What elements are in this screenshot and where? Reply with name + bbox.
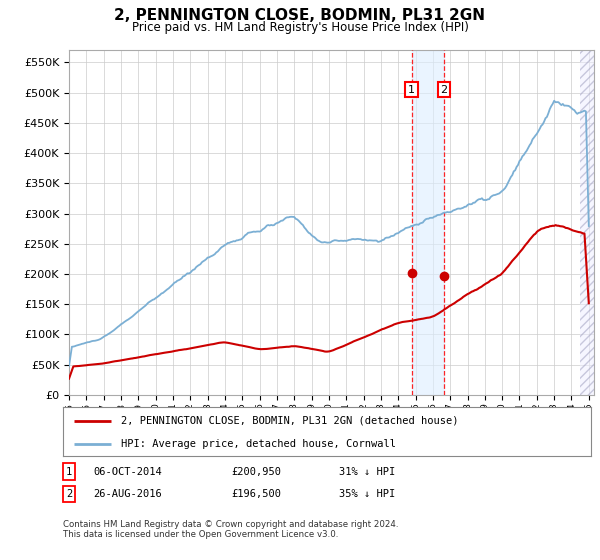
Text: 2, PENNINGTON CLOSE, BODMIN, PL31 2GN: 2, PENNINGTON CLOSE, BODMIN, PL31 2GN (115, 8, 485, 24)
Text: 1: 1 (66, 466, 72, 477)
Text: 2, PENNINGTON CLOSE, BODMIN, PL31 2GN (detached house): 2, PENNINGTON CLOSE, BODMIN, PL31 2GN (d… (121, 416, 458, 426)
Text: 06-OCT-2014: 06-OCT-2014 (93, 466, 162, 477)
Text: HPI: Average price, detached house, Cornwall: HPI: Average price, detached house, Corn… (121, 439, 396, 449)
Bar (580, 32, 598, 395)
Text: Price paid vs. HM Land Registry's House Price Index (HPI): Price paid vs. HM Land Registry's House … (131, 21, 469, 34)
Text: 2: 2 (440, 85, 448, 95)
Text: 31% ↓ HPI: 31% ↓ HPI (339, 466, 395, 477)
Text: 1: 1 (408, 85, 415, 95)
Text: 35% ↓ HPI: 35% ↓ HPI (339, 489, 395, 499)
Text: £196,500: £196,500 (231, 489, 281, 499)
Text: 2: 2 (66, 489, 72, 499)
Text: £200,950: £200,950 (231, 466, 281, 477)
Text: Contains HM Land Registry data © Crown copyright and database right 2024.
This d: Contains HM Land Registry data © Crown c… (63, 520, 398, 539)
Text: 26-AUG-2016: 26-AUG-2016 (93, 489, 162, 499)
Bar (412, 50, 444, 395)
